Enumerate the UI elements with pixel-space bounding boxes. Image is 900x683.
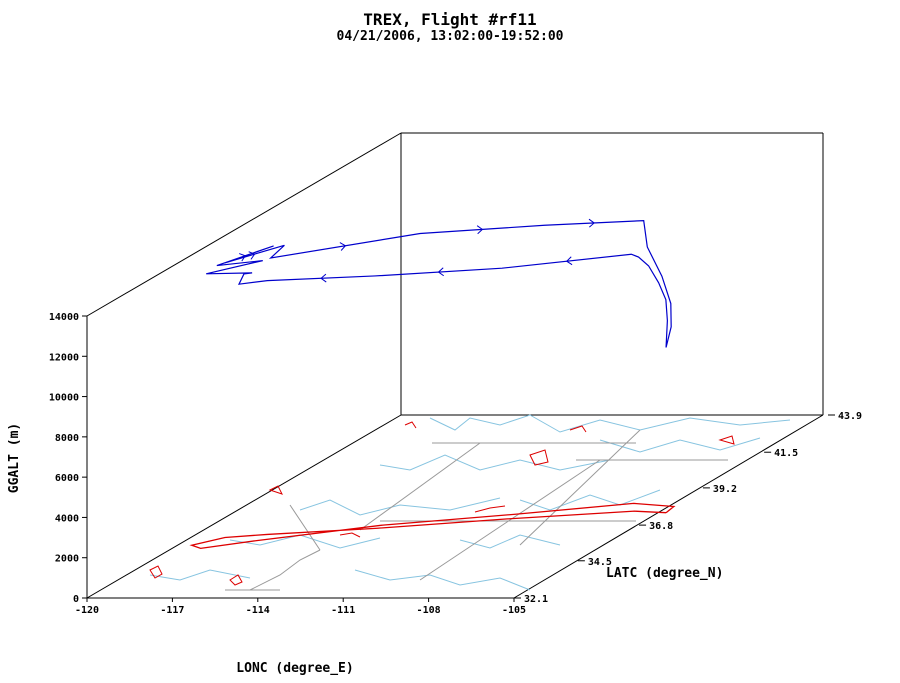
y-tick-label: 32.1 xyxy=(524,594,548,605)
coastline-marks xyxy=(149,421,735,586)
z-tick-label: 10000 xyxy=(49,393,79,404)
z-tick-label: 0 xyxy=(73,594,79,605)
z-axis-label: GGALT (m) xyxy=(7,423,22,493)
z-tick-label: 14000 xyxy=(49,312,79,323)
direction-arrow xyxy=(248,251,256,260)
z-tick-label: 6000 xyxy=(55,473,79,484)
x-tick-label: -117 xyxy=(160,605,184,616)
direction-arrow xyxy=(339,242,347,251)
x-tick-label: -105 xyxy=(502,605,526,616)
x-tick-label: -120 xyxy=(75,605,99,616)
y-tick-label: 34.5 xyxy=(588,557,612,568)
z-tick-label: 2000 xyxy=(55,554,79,565)
z-tick-label: 12000 xyxy=(49,352,79,363)
direction-arrow xyxy=(588,218,595,228)
direction-arrow xyxy=(239,253,246,262)
ground-track xyxy=(189,502,676,550)
direction-arrow xyxy=(437,267,444,277)
z-tick-label: 8000 xyxy=(55,433,79,444)
flight-track xyxy=(206,218,672,348)
ground-track-line xyxy=(189,502,676,550)
z-tick-label: 4000 xyxy=(55,513,79,524)
x-tick-label: -114 xyxy=(246,605,270,616)
y-tick-label: 43.9 xyxy=(838,411,862,422)
x-axis-label: LONC (degree_E) xyxy=(236,661,353,676)
x-tick-label: -108 xyxy=(417,605,441,616)
terrain-contours xyxy=(149,414,791,591)
y-tick-label: 39.2 xyxy=(713,484,737,495)
chart-subtitle: 04/21/2006, 13:02:00-19:52:00 xyxy=(337,29,564,44)
axis-box xyxy=(86,132,824,599)
x-tick-label: -111 xyxy=(331,605,355,616)
direction-arrow xyxy=(476,225,484,235)
flight-track-line xyxy=(206,219,672,348)
y-tick-label: 36.8 xyxy=(649,521,673,532)
chart-title: TREX, Flight #rf11 xyxy=(363,10,536,29)
direction-arrow xyxy=(565,256,573,266)
state-borders xyxy=(225,429,728,591)
y-axis-label: LATC (degree_N) xyxy=(606,566,723,581)
y-tick-label: 41.5 xyxy=(774,448,798,459)
direction-arrow xyxy=(320,273,327,283)
